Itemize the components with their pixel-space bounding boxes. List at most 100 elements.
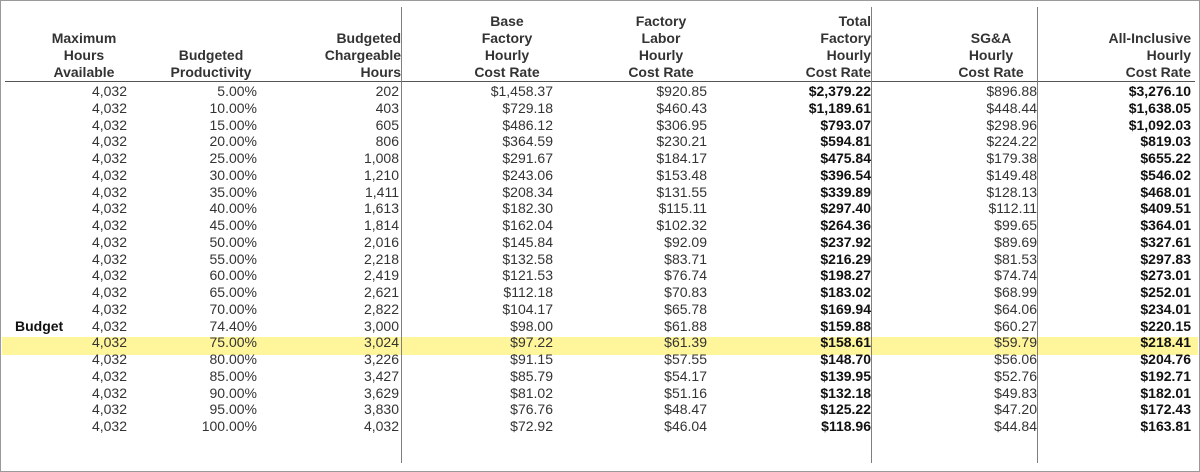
cell-chargeable-hours: 1,210 [363, 166, 399, 183]
cell-sga-rate: $64.06 [994, 300, 1037, 317]
cell-max-hours: 4,032 [91, 317, 127, 334]
header-sga-rate-label: SG&A Hourly Cost Rate [958, 30, 1024, 80]
cell-sga-rate: $224.22 [986, 133, 1037, 150]
cell-productivity: 60.00% [209, 267, 257, 284]
cell-sga-rate: $81.53 [994, 250, 1037, 267]
table-body: 4,032 5.00% 202 $1,458.37 $920.85 $2,379.22 $8… [1, 83, 1199, 435]
cell-base-factory-rate: $729.18 [502, 99, 553, 116]
table-row: 4,032 70.00% 2,822 $104.17 $65.78 $169.94 $64.… [1, 301, 1199, 318]
budget-label: Budget [15, 317, 64, 334]
cell-factory-labor-rate: $54.17 [664, 367, 707, 384]
table-row: 4,032 20.00% 806 $364.59 $230.21 $594.81 $224.… [1, 133, 1199, 150]
cell-chargeable-hours: 202 [375, 83, 399, 99]
header-chargeable-hours: Budgeted Chargeable Hours [291, 9, 401, 81]
cell-total-factory-rate: $1,189.61 [808, 99, 871, 116]
cell-total-factory-rate: $118.96 [821, 418, 871, 434]
cell-chargeable-hours: 806 [375, 133, 399, 150]
cell-factory-labor-rate: $61.88 [664, 317, 707, 334]
cell-factory-labor-rate: $102.32 [656, 217, 707, 233]
header-total-factory-rate: Total Factory Hourly Cost Rate [779, 9, 871, 81]
header-max-hours-label: Maximum Hours Available [51, 30, 117, 80]
cell-total-factory-rate: $339.89 [820, 183, 871, 200]
cell-productivity: 5.00% [217, 83, 257, 99]
cell-max-hours: 4,032 [91, 150, 127, 166]
cell-base-factory-rate: $243.06 [502, 166, 553, 183]
cell-max-hours: 4,032 [91, 384, 127, 401]
cell-total-factory-rate: $594.81 [820, 133, 871, 150]
cell-all-inclusive-rate: $163.81 [1140, 418, 1191, 434]
header-base-factory-rate-label: Base Factory Hourly Cost Rate [474, 13, 540, 80]
table-row: 4,032 95.00% 3,830 $76.76 $48.47 $125.22 $47.2… [1, 401, 1199, 418]
cell-factory-labor-rate: $460.43 [656, 99, 707, 116]
cell-productivity: 65.00% [209, 284, 257, 300]
cell-all-inclusive-rate: $546.02 [1140, 166, 1191, 183]
cell-productivity: 55.00% [209, 250, 257, 267]
cell-base-factory-rate: $486.12 [502, 116, 553, 133]
cell-factory-labor-rate: $48.47 [664, 401, 707, 418]
cell-all-inclusive-rate: $655.22 [1140, 150, 1191, 166]
cell-base-factory-rate: $132.58 [502, 250, 553, 267]
cell-total-factory-rate: $183.02 [820, 284, 871, 300]
cell-max-hours: 4,032 [91, 99, 127, 116]
cell-max-hours: 4,032 [91, 116, 127, 133]
cell-all-inclusive-rate: $192.71 [1140, 367, 1191, 384]
table-row: 4,032 30.00% 1,210 $243.06 $153.48 $396.54 $14… [1, 167, 1199, 184]
cell-total-factory-rate: $297.40 [820, 200, 871, 217]
cell-factory-labor-rate: $76.74 [664, 267, 707, 284]
cell-total-factory-rate: $396.54 [820, 166, 871, 183]
cell-base-factory-rate: $291.67 [502, 150, 553, 166]
cell-sga-rate: $99.65 [994, 217, 1037, 233]
header-divider [5, 81, 1195, 82]
cell-max-hours: 4,032 [91, 367, 127, 384]
cell-base-factory-rate: $98.00 [510, 317, 553, 334]
cell-all-inclusive-rate: $1,092.03 [1128, 116, 1191, 133]
cell-sga-rate: $149.48 [986, 166, 1037, 183]
cell-factory-labor-rate: $65.78 [664, 300, 707, 317]
cell-sga-rate: $56.06 [994, 351, 1037, 367]
cell-total-factory-rate: $125.22 [820, 401, 871, 418]
cell-productivity: 75.00% [209, 334, 257, 351]
cell-sga-rate: $59.79 [994, 334, 1037, 351]
cell-factory-labor-rate: $153.48 [656, 166, 707, 183]
cell-sga-rate: $52.76 [994, 367, 1037, 384]
cell-chargeable-hours: 3,000 [363, 317, 399, 334]
header-productivity: Budgeted Productivity [151, 9, 271, 81]
cell-productivity: 40.00% [209, 200, 257, 217]
cell-sga-rate: $74.74 [994, 267, 1037, 284]
cell-chargeable-hours: 3,226 [363, 351, 399, 367]
cell-total-factory-rate: $148.70 [820, 351, 871, 367]
cell-chargeable-hours: 3,830 [363, 401, 399, 418]
header-max-hours: Maximum Hours Available [41, 9, 127, 81]
cell-factory-labor-rate: $51.16 [664, 384, 707, 401]
cell-sga-rate: $68.99 [994, 284, 1037, 300]
cell-base-factory-rate: $162.04 [502, 217, 553, 233]
cell-chargeable-hours: 1,613 [363, 200, 399, 217]
cell-all-inclusive-rate: $468.01 [1140, 183, 1191, 200]
cell-base-factory-rate: $91.15 [510, 351, 553, 367]
cell-productivity: 50.00% [209, 233, 257, 250]
cell-chargeable-hours: 1,411 [365, 183, 399, 200]
cell-base-factory-rate: $208.34 [502, 183, 553, 200]
cell-all-inclusive-rate: $1,638.05 [1128, 99, 1191, 116]
cell-productivity: 35.00% [209, 183, 257, 200]
cell-chargeable-hours: 3,629 [363, 384, 399, 401]
cell-max-hours: 4,032 [91, 83, 127, 99]
cell-factory-labor-rate: $115.11 [658, 200, 707, 217]
cell-productivity: 74.40% [209, 317, 257, 334]
cell-max-hours: 4,032 [91, 267, 127, 284]
header-productivity-label: Budgeted Productivity [170, 47, 252, 80]
cell-total-factory-rate: $216.29 [820, 250, 871, 267]
cell-sga-rate: $60.27 [994, 317, 1037, 334]
cell-all-inclusive-rate: $182.01 [1140, 384, 1191, 401]
cell-base-factory-rate: $85.79 [510, 367, 553, 384]
cell-max-hours: 4,032 [91, 334, 127, 351]
column-divider-3 [1037, 7, 1038, 463]
table-row: 4,032 15.00% 605 $486.12 $306.95 $793.07 $298.… [1, 117, 1199, 134]
header-chargeable-hours-label: Budgeted Chargeable Hours [324, 30, 401, 80]
cell-total-factory-rate: $264.36 [820, 217, 871, 233]
table-row: 4,032 40.00% 1,613 $182.30 $115.11 $297.40 $11… [1, 200, 1199, 217]
cell-all-inclusive-rate: $364.01 [1140, 217, 1191, 233]
cell-chargeable-hours: 1,008 [363, 150, 399, 166]
header-all-inclusive-rate-label: All-Inclusive Hourly Cost Rate [1108, 30, 1191, 80]
cell-total-factory-rate: $139.95 [820, 367, 871, 384]
